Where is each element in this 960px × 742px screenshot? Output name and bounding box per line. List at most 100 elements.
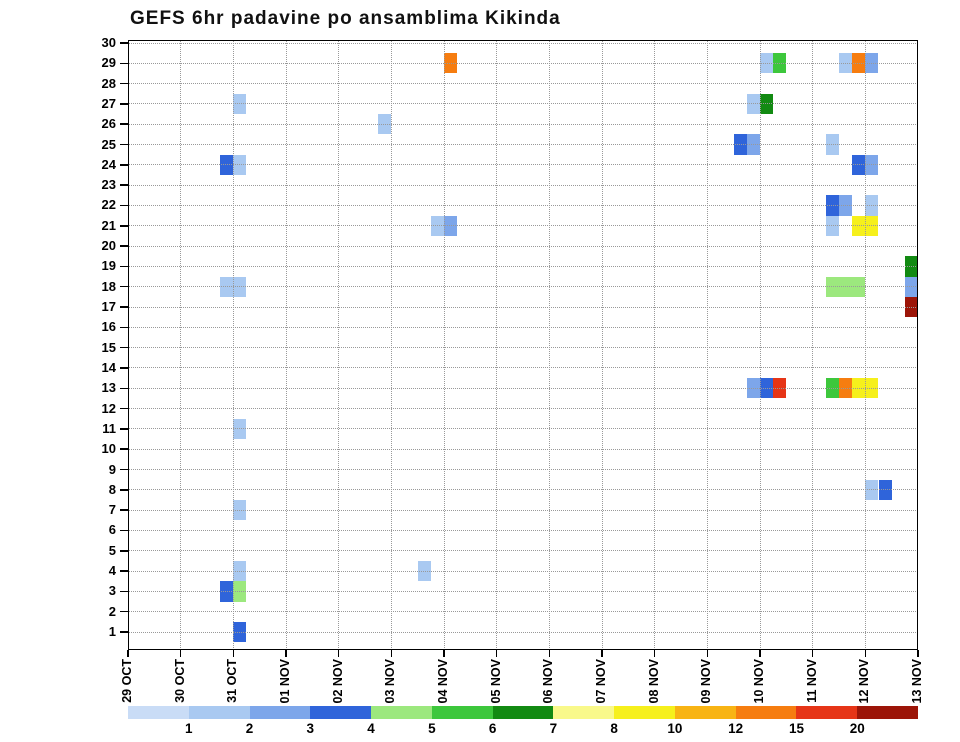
y-tick-label: 13 [101, 380, 116, 396]
x-tick-label: 09 NOV [699, 659, 714, 704]
legend-segment [188, 706, 251, 719]
y-tick [120, 509, 128, 511]
legend-label: 4 [367, 721, 375, 736]
y-tick-label: 20 [101, 238, 116, 254]
y-tick [120, 265, 128, 268]
legend-segment [796, 706, 858, 719]
hgrid-line [128, 448, 918, 450]
legend-segment [310, 706, 372, 719]
legend-label: 7 [549, 721, 558, 736]
vgrid-line [443, 40, 445, 650]
y-tick-label: 19 [101, 258, 116, 274]
hgrid-line [128, 326, 918, 328]
y-tick [120, 448, 128, 450]
legend-label: 3 [306, 721, 315, 736]
y-tick [120, 387, 128, 390]
x-tick [337, 650, 340, 657]
y-tick-label: 29 [101, 55, 116, 71]
x-tick-label: 08 NOV [646, 659, 661, 704]
legend-label: 12 [728, 721, 744, 736]
y-tick [120, 407, 128, 410]
hgrid-line [128, 367, 918, 369]
y-tick-label: 12 [101, 400, 116, 416]
y-tick [120, 346, 128, 349]
legend-label: 6 [488, 721, 497, 736]
x-tick-label: 10 NOV [752, 659, 766, 704]
hgrid-line [128, 144, 918, 146]
y-tick [120, 570, 128, 572]
vgrid-line [864, 40, 866, 650]
hgrid-line [128, 204, 918, 206]
y-tick [120, 143, 128, 146]
hgrid-line [128, 570, 918, 572]
y-tick [120, 468, 128, 471]
hgrid-line [128, 265, 918, 267]
legend-segment [614, 706, 676, 719]
y-tick-label: 25 [101, 136, 116, 152]
y-tick-label: 17 [101, 299, 116, 315]
y-tick-label: 9 [108, 461, 116, 477]
hgrid-line [128, 408, 918, 410]
vgrid-line [338, 40, 340, 650]
y-tick [120, 367, 128, 369]
y-tick-label: 1 [108, 624, 116, 639]
vgrid-line [601, 40, 603, 650]
y-tick [120, 285, 128, 288]
x-tick-label: 03 NOV [383, 659, 398, 704]
x-tick [706, 650, 709, 657]
y-tick-label: 18 [101, 278, 116, 294]
x-tick-label: 04 NOV [436, 659, 450, 704]
y-tick-label: 11 [102, 420, 116, 436]
y-tick-label: 21 [101, 217, 116, 233]
x-tick-label: 13 NOV [910, 659, 924, 704]
legend-segment [857, 706, 919, 719]
y-tick-label: 30 [101, 35, 116, 50]
hgrid-line [128, 83, 918, 85]
y-tick-label: 16 [101, 319, 116, 335]
vgrid-line [812, 40, 814, 650]
y-tick-label: 22 [101, 197, 116, 213]
x-tick [179, 650, 182, 657]
y-tick-label: 15 [101, 339, 116, 355]
x-tick [390, 650, 393, 657]
legend-segment [249, 706, 311, 719]
y-tick [120, 225, 128, 227]
x-tick [864, 650, 867, 657]
y-tick [120, 42, 128, 44]
y-tick-label: 5 [108, 542, 116, 558]
hgrid-line [128, 42, 918, 44]
vgrid-line [706, 40, 708, 650]
chart-title: GEFS 6hr padavine po ansamblima Kikinda [130, 8, 561, 29]
legend-label: 8 [610, 721, 618, 736]
x-tick [811, 650, 814, 657]
x-tick [285, 650, 287, 657]
y-tick-label: 2 [108, 603, 116, 619]
hgrid-line [128, 306, 918, 308]
y-tick [120, 62, 128, 65]
hgrid-line [128, 590, 918, 592]
hgrid-line [128, 631, 918, 633]
y-tick [120, 245, 128, 247]
y-tick-label: 7 [108, 502, 116, 518]
vgrid-line [496, 40, 498, 650]
y-tick [120, 326, 128, 329]
legend-label: 15 [788, 721, 804, 736]
hgrid-line [128, 428, 918, 430]
x-tick [653, 650, 656, 657]
y-tick-label: 10 [101, 441, 116, 457]
x-tick [443, 650, 445, 657]
legend-label: 5 [428, 721, 436, 736]
legend-label: 1 [185, 721, 193, 736]
x-tick-label: 06 NOV [541, 659, 556, 704]
y-tick [120, 590, 128, 593]
x-tick [917, 650, 919, 657]
vgrid-line [654, 40, 656, 650]
hgrid-line [128, 489, 918, 491]
hgrid-line [128, 245, 918, 247]
y-tick [120, 489, 128, 491]
vgrid-line [285, 40, 287, 650]
hgrid-line [128, 387, 918, 389]
x-tick-label: 29 OCT [120, 659, 134, 703]
y-tick [120, 123, 128, 125]
legend-segment [371, 706, 433, 719]
